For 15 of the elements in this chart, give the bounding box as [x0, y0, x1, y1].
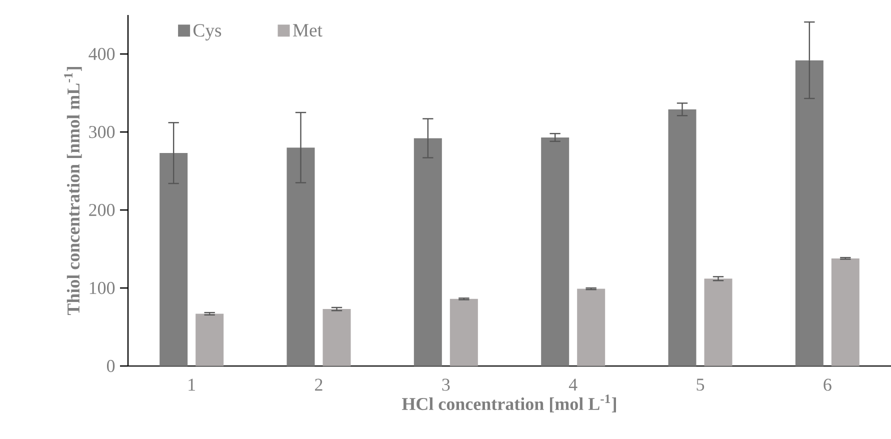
x-tick-label: 1 — [188, 378, 196, 391]
y-tick-label: 100 — [90, 282, 115, 294]
x-tick-label: 2 — [315, 378, 322, 391]
legend-label: Met — [292, 24, 322, 37]
legend-label: Cys — [193, 24, 222, 41]
y-tick-label: 300 — [89, 126, 115, 138]
x-tick-label: 4 — [568, 378, 578, 391]
y-axis-title: Thiol concentration [nmol mL$^{-1}$] — [64, 67, 82, 316]
y-tick-label: 0 — [106, 360, 115, 372]
x-tick-label: 6 — [824, 378, 832, 391]
y-tick-label: 400 — [88, 48, 115, 60]
x-tick-label: 5 — [696, 378, 704, 391]
y-tick-label: 200 — [89, 204, 115, 216]
x-axis-title: HCl concentration [mol L$^{-1}$] — [402, 394, 616, 412]
x-tick-label: 3 — [442, 378, 450, 391]
